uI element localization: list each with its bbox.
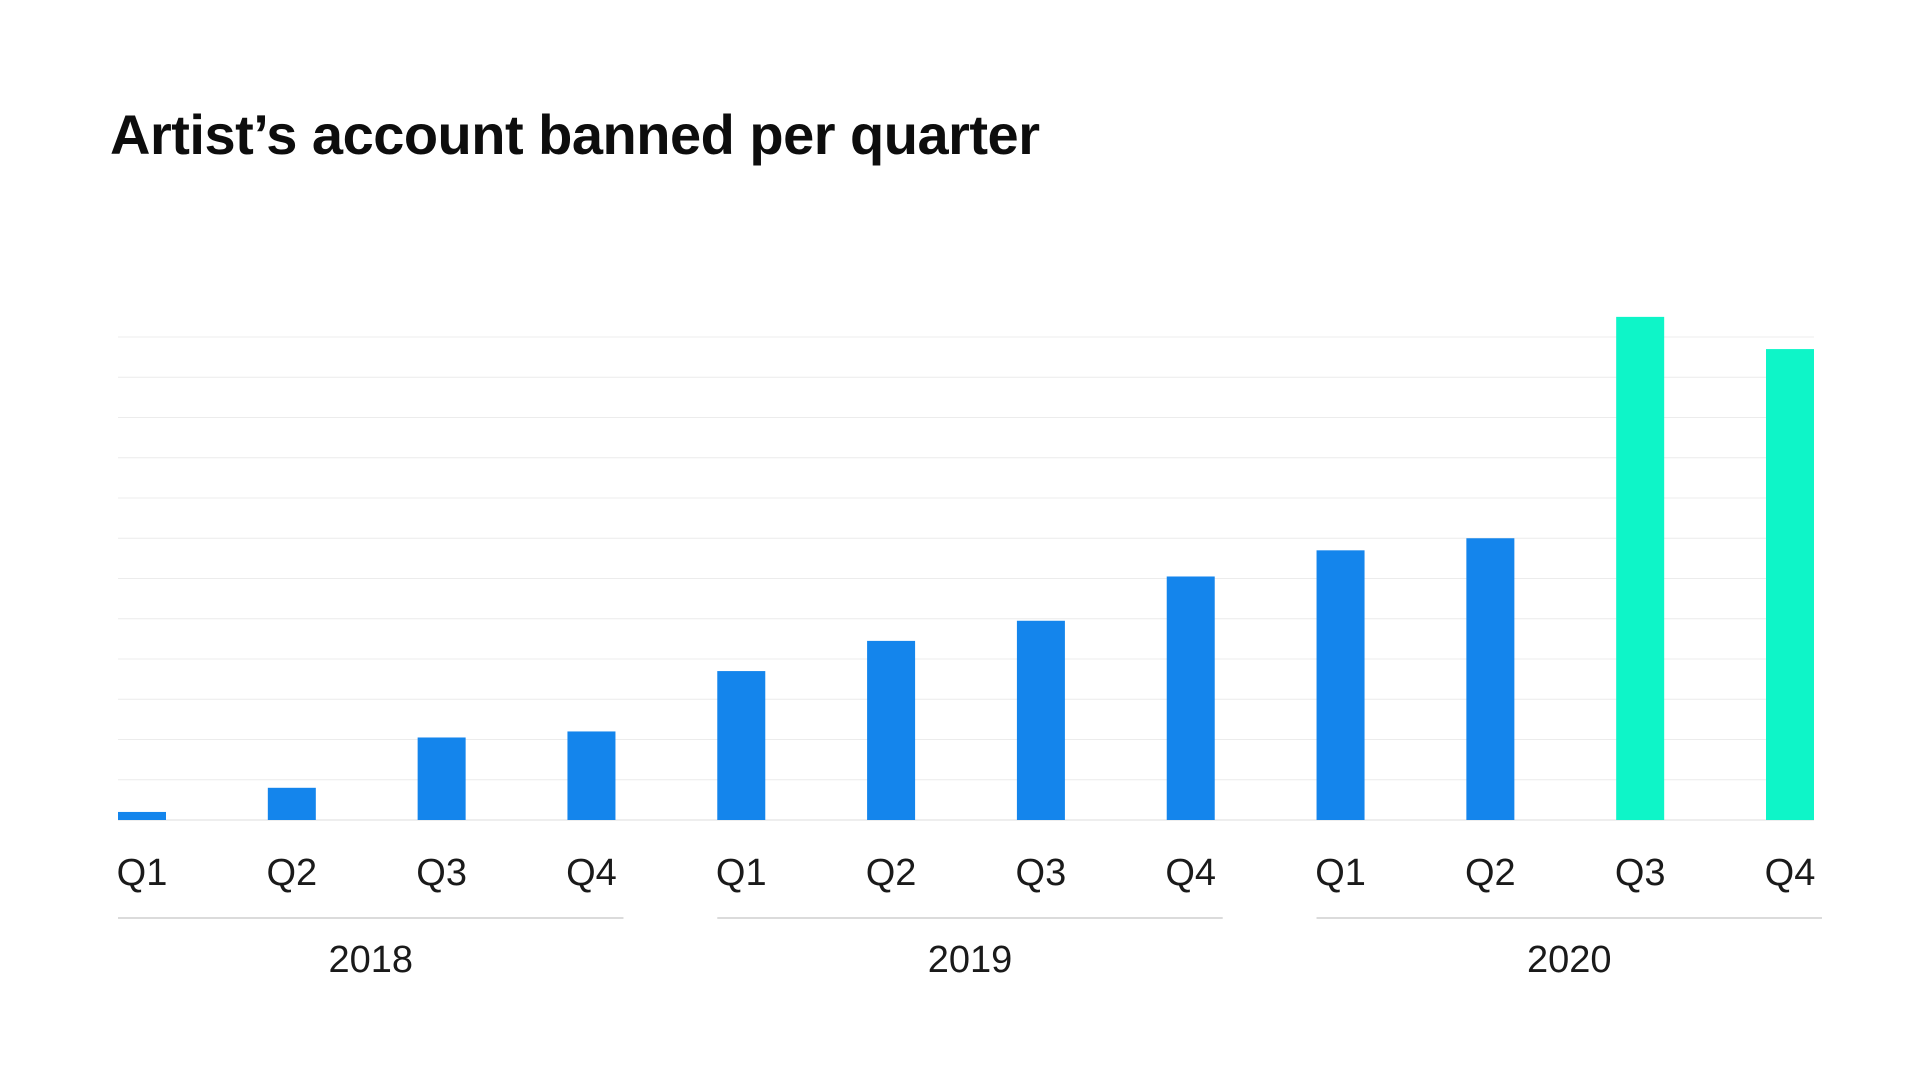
year-label: 2019 <box>928 939 1013 981</box>
x-tick-labels: Q1 Q2 Q3 Q4 Q1 Q2 Q3 Q4 Q1 Q2 Q3 Q4 <box>117 852 1816 894</box>
bar-q3-2 <box>417 737 466 820</box>
x-tick-label: Q2 <box>866 852 917 894</box>
bar-q4-11 <box>1766 349 1814 820</box>
x-tick-label: Q4 <box>566 852 617 894</box>
x-tick-label: Q2 <box>1465 852 1516 894</box>
year-label: 2018 <box>328 939 413 981</box>
bar-q1-4 <box>717 671 766 820</box>
chart-title: Artist’s account banned per quarter <box>110 103 1040 166</box>
bar-q1-0 <box>118 811 166 820</box>
x-tick-label: Q3 <box>1615 852 1666 894</box>
x-tick-label: Q1 <box>117 852 168 894</box>
bars <box>118 316 1814 820</box>
bar-q3-10 <box>1616 316 1665 820</box>
bar-q2-5 <box>867 640 916 820</box>
gridlines <box>118 336 1814 821</box>
bar-q1-8 <box>1316 550 1365 820</box>
bar-q2-9 <box>1466 538 1515 820</box>
x-tick-label: Q3 <box>1016 852 1067 894</box>
x-tick-label: Q4 <box>1765 852 1816 894</box>
x-tick-label: Q2 <box>266 852 317 894</box>
x-tick-label: Q1 <box>716 852 767 894</box>
x-tick-label: Q4 <box>1165 852 1216 894</box>
year-label: 2020 <box>1527 939 1612 981</box>
year-groups: 2018 2019 2020 <box>118 917 1822 981</box>
x-tick-label: Q1 <box>1315 852 1366 894</box>
bar-q4-3 <box>567 731 616 820</box>
bar-q3-6 <box>1016 620 1065 820</box>
bar-q4-7 <box>1166 576 1215 820</box>
bar-q2-1 <box>267 787 316 820</box>
x-tick-label: Q3 <box>416 852 467 894</box>
